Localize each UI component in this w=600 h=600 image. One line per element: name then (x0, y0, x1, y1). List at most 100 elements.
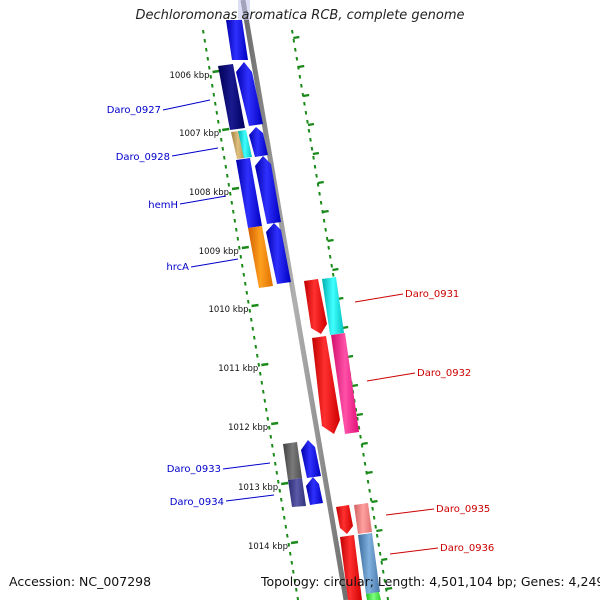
gene-daro-0931[interactable] (304, 279, 327, 334)
ruler-dot (284, 524, 288, 529)
forward-gene-arrow[interactable] (306, 477, 323, 505)
ruler-dot (232, 209, 235, 214)
ruler-tick (298, 64, 305, 69)
ruler-dot (202, 29, 205, 34)
ruler-dot (306, 119, 309, 124)
ruler-dot (313, 164, 317, 169)
ruler-dot (230, 200, 234, 205)
forward-gene-arrow[interactable] (226, 20, 248, 60)
kbp-tick-label: 1006 kbp (169, 71, 209, 81)
ruler-dot (374, 524, 377, 529)
gene-daro-0934[interactable] (288, 478, 306, 507)
reverse-gene-arrow[interactable] (340, 535, 362, 600)
label-daro-0934[interactable]: Daro_0934 (170, 497, 224, 508)
forward-gene-arrow[interactable] (255, 156, 281, 224)
ruler-dot (238, 245, 241, 250)
ruler-dot (287, 542, 291, 547)
ruler-dot (226, 173, 229, 178)
ruler-dot (330, 263, 333, 268)
left-dotted-ruler (202, 29, 300, 600)
label-daro-0928[interactable]: Daro_0928 (116, 152, 170, 163)
ruler-dot (254, 344, 258, 349)
ruler-tick (293, 35, 300, 40)
ruler-dot (295, 587, 298, 592)
ruler-dot (244, 281, 247, 286)
ruler-dot (227, 182, 231, 187)
ruler-dot (223, 155, 226, 160)
ruler-dot (229, 191, 232, 196)
label-hrca[interactable]: hrcA (166, 262, 189, 273)
ruler-dot (371, 506, 374, 511)
forward-gene-arrow[interactable] (238, 0, 250, 20)
ruler-dot (277, 479, 280, 484)
ruler-tick (322, 209, 329, 214)
ruler-tick (381, 557, 388, 562)
ruler-dot (257, 362, 261, 367)
label-hemh[interactable]: hemH (148, 200, 178, 211)
reverse-gene-track (304, 277, 381, 600)
gene-daro-0928[interactable] (231, 131, 245, 159)
ruler-dot (292, 38, 296, 43)
label-daro-0932[interactable]: Daro_0932 (417, 368, 471, 379)
ruler-dot (381, 569, 385, 574)
reverse-gene-green[interactable] (366, 592, 381, 600)
ruler-dot (272, 452, 276, 457)
reverse-gene-cyan[interactable] (322, 277, 344, 335)
ruler-dot (236, 236, 240, 241)
ruler-dot (205, 47, 208, 52)
forward-gene-arrow[interactable] (249, 127, 268, 157)
ruler-dot (208, 65, 211, 70)
kbp-tick-mark (231, 186, 240, 191)
kbp-tick-label: 1008 kbp (189, 188, 229, 198)
ruler-tick (302, 93, 310, 98)
ruler-dot (211, 83, 214, 88)
forward-gene-arrow[interactable] (266, 223, 291, 284)
kbp-ticks: 1006 kbp 1007 kbp 1008 kbp 1009 kbp 1010 kbp… (169, 69, 299, 552)
ruler-dot (363, 461, 367, 466)
gene-daro-0935[interactable] (354, 503, 372, 534)
gene-hrca[interactable] (248, 226, 273, 288)
ruler-dot (242, 272, 246, 277)
kbp-tick-mark (241, 245, 250, 250)
ruler-dot (281, 506, 285, 511)
gene-daro-0932[interactable] (331, 333, 359, 434)
kbp-tick-label: 1007 kbp (179, 129, 219, 139)
gene-daro-0927[interactable] (218, 64, 245, 130)
gene-daro-0933[interactable] (283, 442, 302, 480)
ruler-tick (356, 412, 364, 417)
ruler-dot (307, 128, 311, 133)
forward-gene-arrow-cyan[interactable] (238, 130, 252, 158)
ruler-dot (327, 245, 330, 250)
ruler-dot (289, 551, 292, 556)
forward-gene-arrow[interactable] (301, 440, 321, 478)
ruler-dot (218, 128, 222, 133)
gene-hemh[interactable] (236, 158, 262, 228)
ruler-tick (307, 122, 315, 127)
label-daro-0933[interactable]: Daro_0933 (167, 464, 221, 475)
kbp-tick-label: 1014 kbp (248, 542, 288, 552)
label-daro-0931[interactable]: Daro_0931 (405, 289, 459, 300)
label-daro-0935[interactable]: Daro_0935 (436, 504, 490, 515)
right-dotted-ruler (291, 29, 393, 600)
ruler-dot (266, 416, 270, 421)
kbp-tick-mark (221, 127, 230, 132)
ruler-dot (318, 191, 321, 196)
ruler-dot (319, 200, 323, 205)
label-daro-0936[interactable]: Daro_0936 (440, 543, 494, 554)
kbp-tick-label: 1013 kbp (238, 483, 278, 493)
ruler-dot (206, 56, 210, 61)
reverse-gene-arrow[interactable] (312, 336, 340, 434)
reverse-gene-arrow[interactable] (336, 505, 353, 534)
ruler-tick (327, 238, 334, 243)
topology-text: Topology: circular; Length: 4,501,104 bp… (261, 574, 600, 589)
ruler-dot (294, 47, 297, 52)
ruler-dot (217, 119, 220, 124)
ruler-dot (315, 173, 318, 178)
forward-gene-arrow[interactable] (236, 62, 263, 126)
ruler-dot (356, 416, 359, 421)
kbp-tick-mark (261, 362, 269, 367)
ruler-dot (203, 38, 207, 43)
label-daro-0927[interactable]: Daro_0927 (107, 105, 161, 116)
kbp-tick-label: 1012 kbp (228, 423, 268, 433)
gene-daro-0936[interactable] (358, 533, 380, 594)
